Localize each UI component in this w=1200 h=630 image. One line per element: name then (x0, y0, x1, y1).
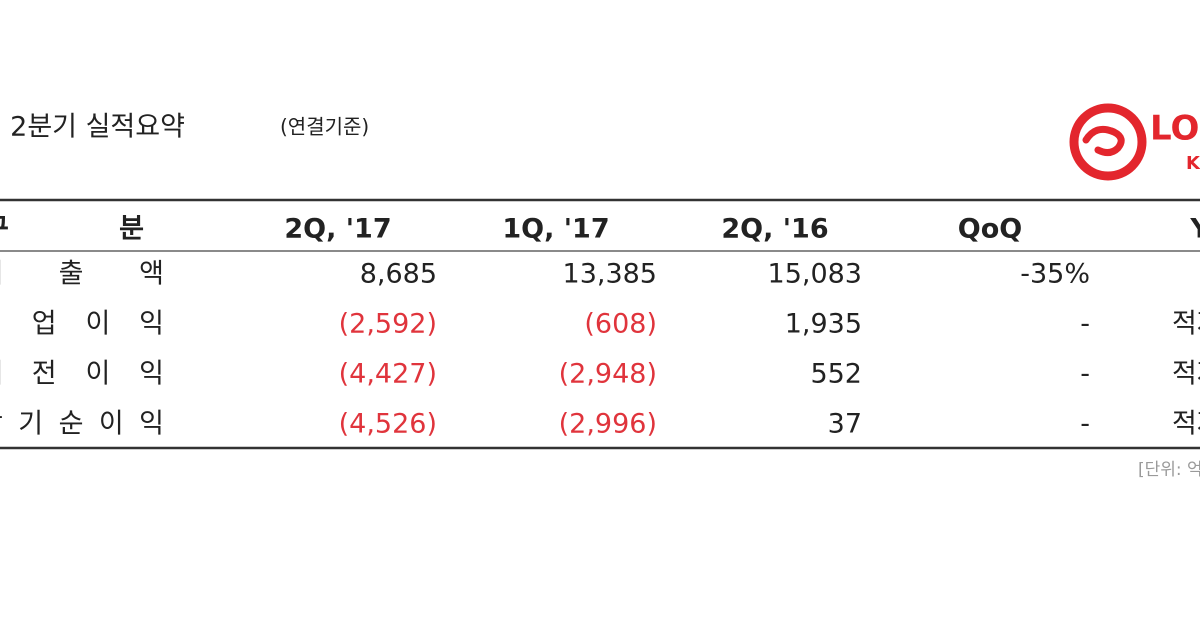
row-label: 세 전 이 익 (0, 359, 164, 390)
table-cell: - (1080, 309, 1090, 340)
column-header: QoQ (958, 214, 1022, 245)
table-cell: (2,996) (559, 409, 657, 440)
column-header: YoY (1189, 214, 1200, 245)
subtitle: (연결기준) (280, 115, 369, 139)
table-cell: 8,685 (360, 259, 437, 290)
table-cell: - (1080, 359, 1090, 390)
logo-swirl (1082, 125, 1125, 157)
table-cell: 적자전환 (1172, 359, 1200, 390)
logo-text: K (1186, 153, 1200, 174)
table-cell: (2,948) (559, 359, 657, 390)
column-header: 2Q, '17 (284, 214, 391, 245)
unit-note: [단위: 억원] (1138, 460, 1200, 480)
column-header: 2Q, '16 (721, 214, 828, 245)
title: 2017년 2분기 실적요약 (0, 112, 185, 143)
row-label: 당기순이익 (0, 409, 164, 440)
column-header: 구 분 (0, 214, 144, 245)
table-cell: 13,385 (563, 259, 657, 290)
table-cell: 적자전환 (1172, 309, 1200, 340)
logo-text: LO (1150, 109, 1199, 149)
table-cell: 15,083 (768, 259, 862, 290)
table-cell: 1,935 (785, 309, 862, 340)
row-label: 영 업 이 익 (0, 309, 164, 340)
table-cell: -35% (1020, 259, 1090, 290)
table-cell: (608) (584, 309, 657, 340)
table-cell: (4,427) (339, 359, 437, 390)
table: 구 분 2Q, '17 1Q, '17 2Q, '16 QoQ YoY 매 출 액 8,685… (0, 214, 1200, 440)
column-header: 1Q, '17 (502, 214, 609, 245)
table-cell: (4,526) (339, 409, 437, 440)
logo: LO K (1069, 103, 1200, 181)
table-cell: 552 (810, 359, 862, 390)
logo-ring (1069, 103, 1147, 181)
table-cell: 37 (828, 409, 862, 440)
table-cell: 적자전환 (1172, 409, 1200, 440)
row-label: 매 출 액 (0, 259, 164, 290)
table-cell: (2,592) (339, 309, 437, 340)
table-cell: - (1080, 409, 1090, 440)
